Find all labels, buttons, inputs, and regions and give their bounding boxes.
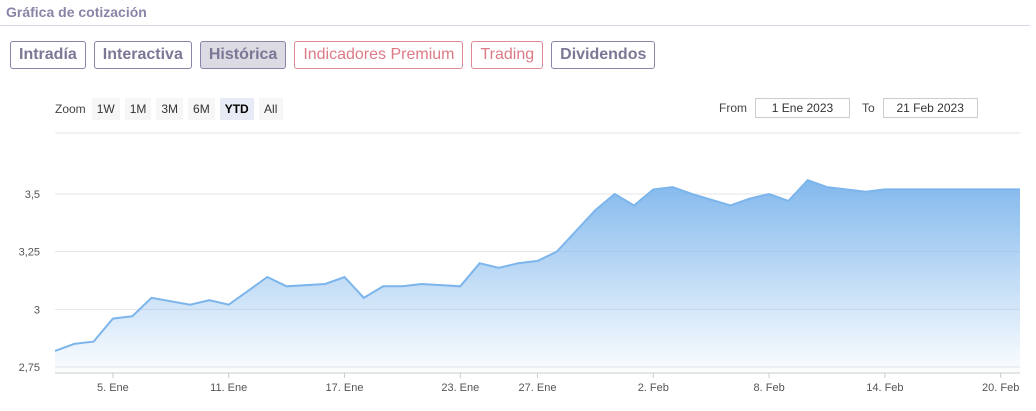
tab-historica[interactable]: Histórica [199,41,287,69]
x-tick-label: 8. Feb [754,382,785,394]
zoom-label: Zoom [55,102,86,116]
price-line [54,179,1020,352]
zoom-button-all[interactable]: All [258,98,283,120]
range-from: From 1 Ene 2023 [719,98,850,118]
x-tick-label: 27. Ene [519,382,557,394]
zoom-button-6m[interactable]: 6M [188,98,215,120]
x-tick-label: 20. Feb [982,382,1019,394]
y-tick-label: 2,75 [19,362,40,374]
range-to-input[interactable]: 21 Feb 2023 [882,98,978,118]
x-tick-label: 5. Ene [97,382,129,394]
tab-indicadores-premium[interactable]: Indicadores Premium [294,41,464,69]
range-from-label: From [719,101,747,115]
x-tick-label: 17. Ene [326,382,364,394]
zoom-selector: Zoom 1W 1M 3M 6M YTD All [55,98,288,120]
zoom-button-ytd[interactable]: YTD [219,98,254,120]
x-tick-label: 2. Feb [638,382,669,394]
zoom-button-3m[interactable]: 3M [156,98,184,120]
y-tick-label: 3,5 [25,189,40,201]
title-divider [0,25,1030,26]
range-to: To 21 Feb 2023 [862,98,978,118]
x-tick-label: 23. Ene [441,382,479,394]
tab-dividendos[interactable]: Dividendos [551,41,656,69]
chart-tabs: Intradía Interactiva Histórica Indicador… [10,41,656,69]
area-fill [55,180,1020,373]
x-tick-label: 14. Feb [866,382,903,394]
range-from-input[interactable]: 1 Ene 2023 [755,98,850,118]
y-tick-label: 3,25 [19,247,40,259]
x-tick-label: 11. Ene [210,382,247,394]
tab-interactiva[interactable]: Interactiva [93,41,192,69]
section-title: Gráfica de cotización [6,4,147,20]
y-tick-label: 3 [34,304,40,316]
zoom-button-1m[interactable]: 1M [124,98,152,120]
tab-trading[interactable]: Trading [471,41,544,69]
tab-intradia[interactable]: Intradía [10,41,86,69]
range-to-label: To [862,101,875,115]
zoom-button-1w[interactable]: 1W [91,98,120,120]
